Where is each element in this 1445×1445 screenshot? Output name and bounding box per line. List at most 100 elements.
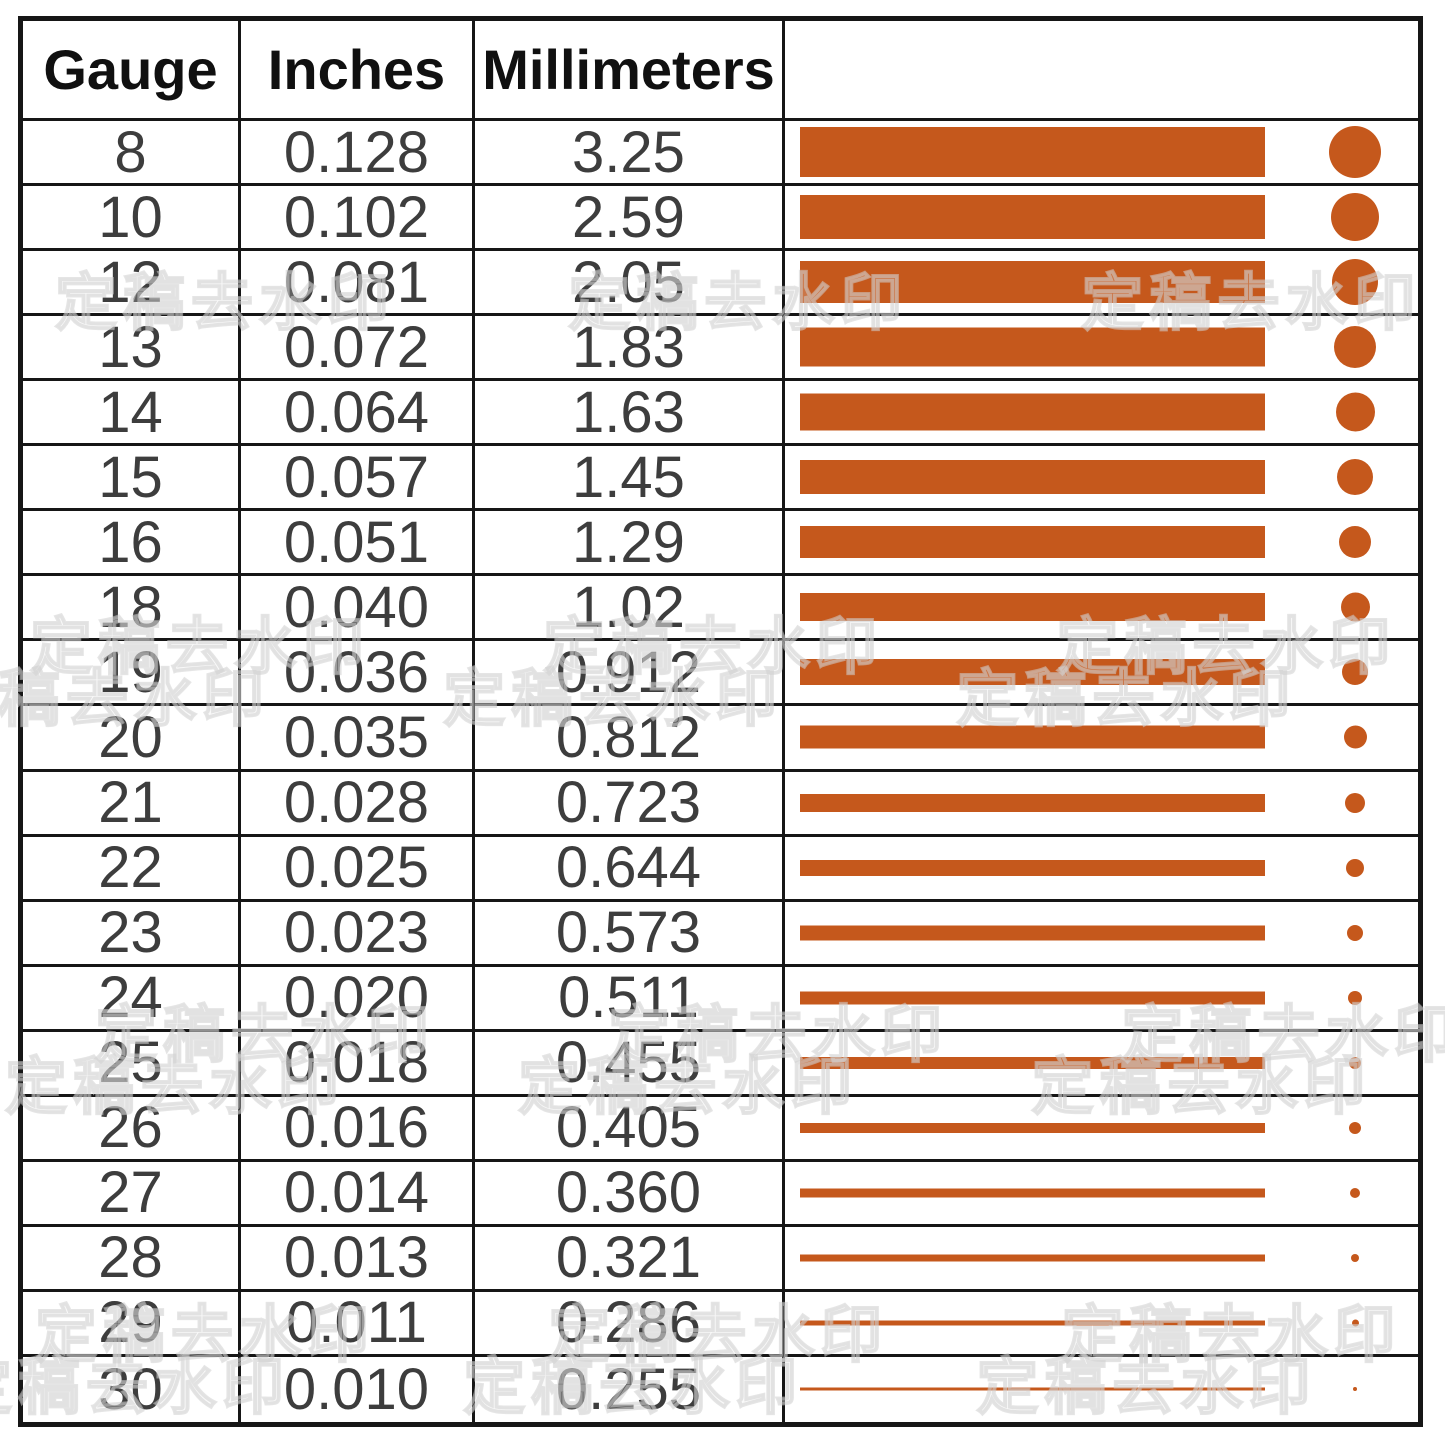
inches-cell: 0.011 (241, 1291, 475, 1357)
gauge-cell: 25 (23, 1031, 241, 1097)
inches-cell: 0.010 (241, 1356, 475, 1422)
wire-visual-cell (785, 186, 1418, 252)
inches-cell: 0.013 (241, 1226, 475, 1292)
gauge-cell: 13 (23, 316, 241, 382)
gauge-cell: 30 (23, 1356, 241, 1422)
wire-thickness-bar (800, 393, 1265, 431)
wire-visual-cell (785, 1227, 1418, 1292)
gauge-cell: 22 (23, 836, 241, 902)
header-visual-empty (785, 21, 1418, 121)
wire-thickness-bar (800, 195, 1265, 240)
wire-cross-section-dot (1343, 725, 1367, 749)
wire-cross-section-dot (1346, 858, 1364, 877)
wire-cross-section-dot (1351, 1319, 1359, 1327)
wire-thickness-bar (800, 1320, 1265, 1326)
gauge-cell: 27 (23, 1161, 241, 1227)
gauge-cell: 19 (23, 641, 241, 707)
wire-thickness-bar (800, 859, 1265, 876)
wire-thickness-bar (800, 1387, 1265, 1391)
wire-visual-cell (785, 1032, 1418, 1097)
inches-cell: 0.064 (241, 381, 475, 447)
wire-visual-cell (785, 446, 1418, 512)
wire-cross-section-dot (1340, 592, 1370, 622)
header-gauge: Gauge (23, 21, 241, 121)
inches-cell: 0.014 (241, 1161, 475, 1227)
wire-cross-section-dot (1349, 1056, 1361, 1069)
inches-cell: 0.057 (241, 446, 475, 512)
wire-cross-section-dot (1350, 1187, 1360, 1198)
gauge-cell: 21 (23, 771, 241, 837)
wire-visual-cell (785, 641, 1418, 707)
wire-cross-section-dot (1339, 526, 1371, 559)
wire-cross-section-dot (1347, 924, 1363, 941)
gauge-cell: 28 (23, 1226, 241, 1292)
mm-cell: 0.573 (475, 901, 785, 967)
gauge-cell: 15 (23, 446, 241, 512)
inches-cell: 0.072 (241, 316, 475, 382)
mm-cell: 0.912 (475, 641, 785, 707)
inches-cell: 0.035 (241, 706, 475, 772)
wire-thickness-bar (800, 526, 1265, 559)
inches-cell: 0.025 (241, 836, 475, 902)
mm-cell: 2.05 (475, 251, 785, 317)
mm-cell: 0.360 (475, 1161, 785, 1227)
wire-thickness-bar (800, 460, 1265, 495)
inches-cell: 0.102 (241, 186, 475, 252)
gauge-cell: 20 (23, 706, 241, 772)
gauge-cell: 26 (23, 1096, 241, 1162)
mm-cell: 2.59 (475, 186, 785, 252)
mm-cell: 0.644 (475, 836, 785, 902)
inches-cell: 0.018 (241, 1031, 475, 1097)
wire-thickness-bar (800, 925, 1265, 941)
wire-visual-cell (785, 706, 1418, 772)
wire-thickness-bar (800, 261, 1265, 304)
inches-cell: 0.051 (241, 511, 475, 577)
wire-cross-section-dot (1349, 1121, 1361, 1134)
mm-cell: 0.812 (475, 706, 785, 772)
wire-thickness-bar (800, 659, 1265, 686)
wire-cross-section-dot (1353, 1387, 1357, 1392)
mm-cell: 0.405 (475, 1096, 785, 1162)
wire-thickness-bar (800, 593, 1265, 622)
wire-thickness-bar (800, 1122, 1265, 1133)
mm-cell: 1.45 (475, 446, 785, 512)
wire-thickness-bar (800, 327, 1265, 367)
wire-cross-section-dot (1331, 193, 1379, 242)
wire-thickness-bar (800, 1254, 1265, 1262)
gauge-table: Gauge Inches Millimeters 8 0.128 3.25 10 0.1… (18, 16, 1423, 1427)
wire-visual-cell (785, 121, 1418, 187)
wire-cross-section-dot (1348, 990, 1362, 1005)
mm-cell: 1.83 (475, 316, 785, 382)
inches-cell: 0.020 (241, 966, 475, 1032)
wire-visual-cell (785, 772, 1418, 837)
mm-cell: 0.723 (475, 771, 785, 837)
inches-cell: 0.081 (241, 251, 475, 317)
wire-visual-cell (785, 967, 1418, 1032)
wire-visual-cell (785, 251, 1418, 317)
gauge-cell: 29 (23, 1291, 241, 1357)
wire-cross-section-dot (1342, 659, 1368, 686)
inches-cell: 0.040 (241, 576, 475, 642)
mm-cell: 0.255 (475, 1356, 785, 1422)
wire-cross-section-dot (1345, 792, 1365, 813)
wire-visual-cell (785, 1292, 1418, 1357)
mm-cell: 1.29 (475, 511, 785, 577)
wire-visual-cell (785, 837, 1418, 902)
mm-cell: 0.321 (475, 1226, 785, 1292)
wire-cross-section-dot (1329, 126, 1381, 179)
inches-cell: 0.016 (241, 1096, 475, 1162)
mm-cell: 3.25 (475, 121, 785, 187)
wire-cross-section-dot (1334, 326, 1376, 369)
wire-visual-cell (785, 316, 1418, 382)
gauge-cell: 8 (23, 121, 241, 187)
wire-visual-cell (785, 576, 1418, 642)
wire-cross-section-dot (1351, 1253, 1359, 1262)
header-millimeters: Millimeters (475, 21, 785, 121)
wire-cross-section-dot (1335, 392, 1375, 432)
mm-cell: 0.455 (475, 1031, 785, 1097)
mm-cell: 1.02 (475, 576, 785, 642)
gauge-cell: 12 (23, 251, 241, 317)
gauge-cell: 23 (23, 901, 241, 967)
wire-visual-cell (785, 511, 1418, 577)
